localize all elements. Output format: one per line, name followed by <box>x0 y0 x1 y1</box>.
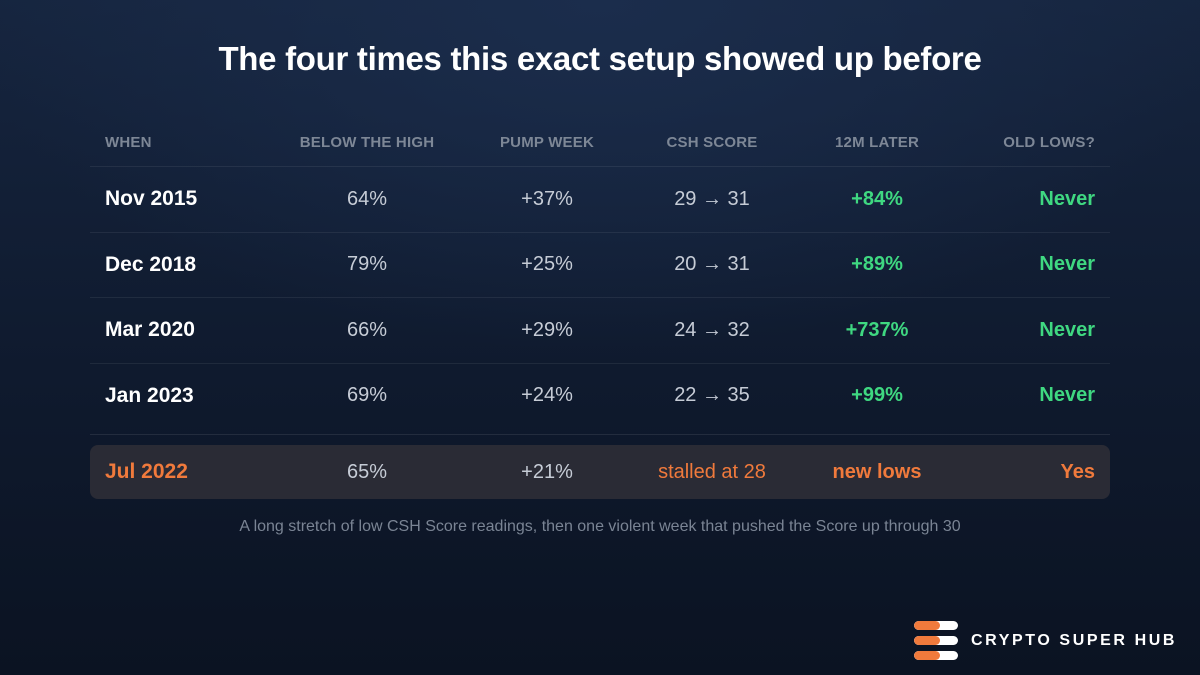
header-pump-week: PUMP WEEK <box>499 133 595 151</box>
stacked-bars-logo-icon <box>914 621 958 661</box>
cell-when: Jan 2023 <box>105 383 194 407</box>
table-row: Dec 2018 79% +25% 20 → 31 +89% Never <box>90 231 1110 298</box>
table-header-row: WHEN BELOW THE HIGH PUMP WEEK CSH SCORE … <box>90 118 1110 166</box>
cell-12m-later: +84% <box>851 187 903 210</box>
comparison-table: WHEN BELOW THE HIGH PUMP WEEK CSH SCORE … <box>90 118 1110 499</box>
footnote: A long stretch of low CSH Score readings… <box>239 518 961 535</box>
highlight-row: Jul 2022 65% +21% stalled at 28 new lows… <box>90 445 1110 499</box>
table-row: Jan 2023 69% +24% 22 → 35 +99% Never <box>90 362 1110 429</box>
page-title: The four times this exact setup showed u… <box>218 40 982 77</box>
table-row: Mar 2020 66% +29% 24 → 32 +737% Never <box>90 297 1110 363</box>
cell-when: Mar 2020 <box>105 318 195 342</box>
cell-csh-score: 20 → 31 <box>674 253 750 276</box>
table-divider <box>90 434 1110 435</box>
cell-below-high: 66% <box>346 318 388 341</box>
cell-old-lows: Never <box>1039 318 1095 341</box>
header-old-lows: OLD LOWS? <box>1003 133 1095 151</box>
header-csh-score: CSH SCORE <box>666 133 758 151</box>
cell-old-lows: Never <box>1039 187 1095 210</box>
cell-12m-later: +99% <box>851 384 903 407</box>
cell-csh-score: 29 → 31 <box>674 187 750 210</box>
cell-pump-week: +25% <box>521 253 573 276</box>
cell-when: Jul 2022 <box>105 460 188 483</box>
cell-old-lows: Yes <box>1060 460 1095 483</box>
cell-below-high: 65% <box>346 460 388 483</box>
cell-pump-week: +37% <box>521 187 573 210</box>
cell-pump-week: +21% <box>521 460 573 483</box>
cell-pump-week: +24% <box>521 384 573 407</box>
cell-csh-score: 24 → 32 <box>674 318 750 341</box>
header-when: WHEN <box>105 133 152 151</box>
cell-below-high: 64% <box>346 187 388 210</box>
cell-pump-week: +29% <box>521 318 573 341</box>
cell-12m-later: +89% <box>851 253 903 276</box>
cell-12m-later: +737% <box>845 318 909 341</box>
header-below-the-high: BELOW THE HIGH <box>299 133 435 151</box>
cell-old-lows: Never <box>1039 253 1095 276</box>
brand-name: CRYPTO SUPER HUB <box>971 632 1178 649</box>
brand-logo: CRYPTO SUPER HUB <box>914 621 1177 661</box>
cell-below-high: 69% <box>346 384 388 407</box>
cell-old-lows: Never <box>1039 384 1095 407</box>
cell-csh-score: 22 → 35 <box>674 384 750 407</box>
cell-12m-later: new lows <box>832 460 922 483</box>
cell-below-high: 79% <box>346 253 388 276</box>
table-row: Nov 2015 64% +37% 29 → 31 +84% Never <box>90 166 1110 232</box>
cell-when: Nov 2015 <box>105 187 198 211</box>
cell-csh-score: stalled at 28 <box>658 460 766 483</box>
cell-when: Dec 2018 <box>105 252 197 276</box>
header-12m-later: 12M LATER <box>834 133 920 151</box>
